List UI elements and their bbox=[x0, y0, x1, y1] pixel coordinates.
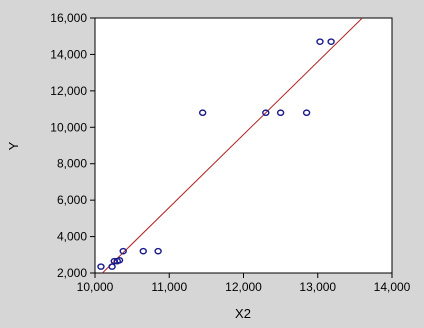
data-point bbox=[119, 247, 127, 255]
x-tick-label: 10,000 bbox=[77, 280, 114, 294]
x-axis: 10,000 11,000 12,000 13,000 14,000 bbox=[77, 273, 411, 294]
y-tick-label: 14,000 bbox=[50, 47, 87, 61]
data-point bbox=[327, 38, 335, 45]
y-tick-label: 12,000 bbox=[50, 84, 87, 98]
y-axis: 2,000 4,000 6,000 8,000 10,000 12,000 14,000 16… bbox=[50, 11, 95, 280]
x-tick-label: 14,000 bbox=[374, 280, 411, 294]
y-tick-label: 16,000 bbox=[50, 11, 87, 25]
x-tick-label: 11,000 bbox=[151, 280, 187, 294]
y-tick-label: 10,000 bbox=[50, 120, 87, 134]
y-tick-label: 2,000 bbox=[57, 266, 87, 280]
data-point bbox=[316, 38, 324, 45]
data-point bbox=[97, 263, 105, 270]
x-tick-label: 12,000 bbox=[225, 280, 262, 294]
data-point bbox=[115, 256, 124, 264]
points-group bbox=[97, 38, 335, 270]
data-point bbox=[154, 247, 162, 255]
x-tick-label: 13,000 bbox=[299, 280, 336, 294]
data-point bbox=[108, 263, 116, 270]
fit-line-group bbox=[102, 17, 363, 274]
data-point bbox=[276, 109, 285, 117]
data-point bbox=[262, 109, 270, 117]
data-point bbox=[302, 109, 311, 117]
y-axis-label: Y bbox=[6, 141, 21, 150]
fit-line bbox=[102, 17, 363, 274]
x-axis-label: X2 bbox=[235, 306, 251, 321]
y-tick-label: 6,000 bbox=[57, 193, 87, 207]
plot-area bbox=[94, 17, 393, 274]
y-tick-label: 8,000 bbox=[57, 157, 87, 171]
data-point bbox=[139, 247, 147, 255]
y-tick-label: 4,000 bbox=[57, 230, 87, 244]
data-point bbox=[198, 109, 207, 117]
